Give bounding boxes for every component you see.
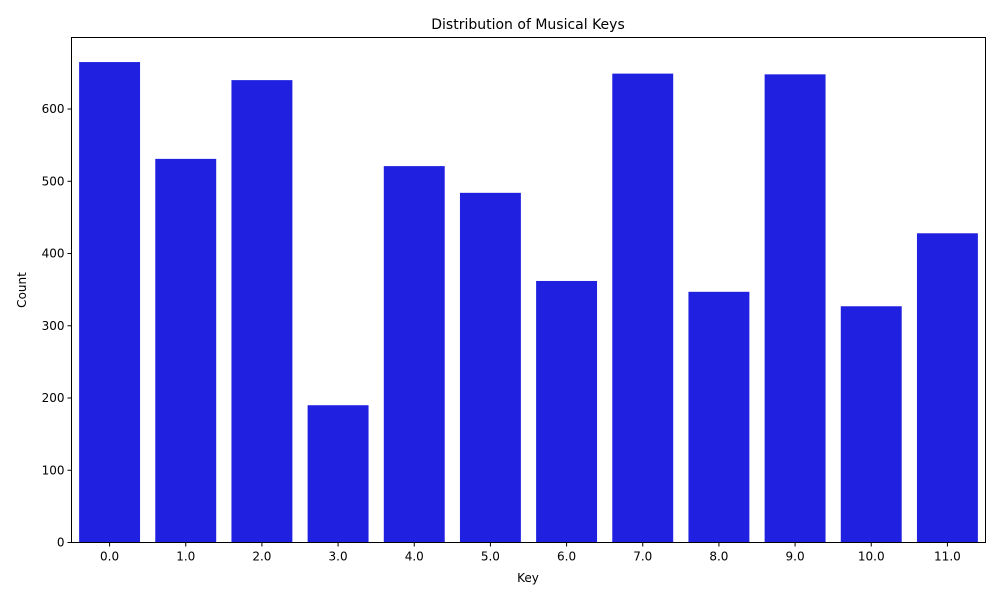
- bar-key-0.0: [79, 62, 141, 543]
- bar-key-1.0: [155, 158, 217, 543]
- bar-key-2.0: [231, 80, 293, 543]
- bar-key-10.0: [840, 306, 902, 543]
- x-tick-label: 0.0: [100, 550, 119, 564]
- bar-key-3.0: [307, 405, 369, 543]
- y-tick-label: 600: [42, 102, 65, 116]
- x-tick-label: 11.0: [934, 550, 961, 564]
- bar-key-8.0: [688, 291, 750, 543]
- y-tick-label: 400: [42, 247, 65, 261]
- bar-key-11.0: [916, 233, 978, 543]
- y-tick-label: 0: [57, 536, 65, 550]
- bar-key-7.0: [612, 73, 674, 543]
- y-tick-label: 300: [42, 319, 65, 333]
- bar-key-5.0: [459, 192, 521, 543]
- x-tick-label: 10.0: [858, 550, 885, 564]
- x-tick-label: 5.0: [481, 550, 500, 564]
- plot-frame: [71, 37, 986, 543]
- x-tick-label: 6.0: [557, 550, 576, 564]
- x-axis: 0.0 1.0 2.0 3.0 4.0 5.0 6.0 7.0 8.0 9.0 10.0 11.0: [100, 542, 961, 564]
- y-tick-label: 100: [42, 463, 65, 477]
- chart-title: Distribution of Musical Keys: [431, 17, 625, 33]
- bar-key-6.0: [536, 280, 598, 543]
- y-axis: 0 100 200 300 400 500 600: [42, 102, 72, 550]
- x-tick-label: 2.0: [252, 550, 271, 564]
- bars-layer: [79, 62, 978, 543]
- x-tick-label: 3.0: [329, 550, 348, 564]
- y-tick-label: 500: [42, 174, 65, 188]
- x-tick-label: 4.0: [405, 550, 424, 564]
- x-axis-title: Key: [517, 571, 539, 585]
- bar-key-9.0: [764, 74, 826, 543]
- y-tick-label: 200: [42, 391, 65, 405]
- y-axis-title: Count: [15, 272, 29, 308]
- x-tick-label: 1.0: [176, 550, 195, 564]
- x-tick-label: 8.0: [709, 550, 728, 564]
- x-tick-label: 7.0: [633, 550, 652, 564]
- bar-key-4.0: [383, 166, 445, 543]
- x-tick-label: 9.0: [786, 550, 805, 564]
